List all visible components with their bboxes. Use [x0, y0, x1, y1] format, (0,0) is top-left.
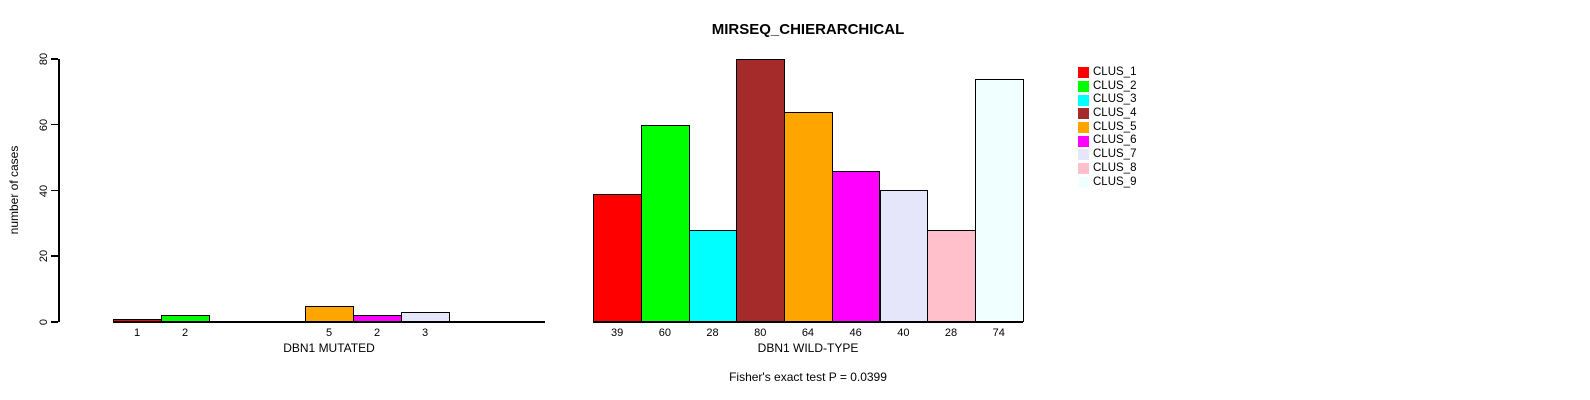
bar-clus_9 [974, 79, 1024, 322]
bar-value-label: 5 [325, 327, 333, 339]
bar-value-label: 74 [992, 327, 1005, 339]
y-tick-label: 60 [38, 118, 50, 131]
legend-swatch-clus_7 [1078, 149, 1089, 161]
bar-clus_1 [113, 319, 162, 322]
legend-label: CLUS_4 [1093, 107, 1137, 120]
bar-clus_2 [641, 125, 690, 322]
legend-swatch-clus_3 [1078, 94, 1089, 106]
y-axis-line [58, 59, 60, 322]
bar-value-label: 39 [611, 327, 624, 339]
legend-label: CLUS_2 [1093, 79, 1137, 92]
legend-row: CLUS_9 [1078, 176, 1136, 190]
chart-title: MIRSEQ_CHIERARCHICAL [711, 21, 905, 38]
legend-swatch-clus_8 [1078, 163, 1089, 175]
bar-value-label: 64 [801, 327, 815, 339]
bar-value-label: 80 [754, 327, 767, 339]
y-tick-mark [51, 58, 58, 60]
bar-value-label: 3 [421, 327, 429, 339]
bar-value-label: 1 [133, 327, 141, 339]
bar-clus_6 [353, 315, 402, 322]
bar-clus_4 [736, 59, 786, 322]
legend-row: CLUS_4 [1078, 107, 1136, 121]
bar-clus_6 [831, 171, 881, 322]
bar-clus_8 [927, 230, 976, 322]
legend-label: CLUS_3 [1093, 93, 1137, 106]
legend-row: CLUS_5 [1078, 121, 1136, 135]
legend-label: CLUS_7 [1093, 148, 1137, 161]
legend-row: CLUS_1 [1078, 66, 1136, 80]
bar-clus_3 [688, 230, 738, 322]
y-tick-label: 0 [38, 318, 50, 326]
bar-value-label: 2 [373, 327, 381, 339]
bar-clus_5 [784, 112, 833, 322]
y-tick-label: 40 [38, 184, 50, 197]
bar-clus_1 [593, 194, 642, 322]
bar-value-label: 60 [658, 327, 671, 339]
y-tick-label: 80 [38, 52, 50, 66]
y-tick-mark [51, 321, 58, 323]
x-axis-title-mutated: DBN1 MUTATED [283, 341, 375, 355]
y-tick-mark [51, 255, 58, 257]
legend-row: CLUS_8 [1078, 162, 1136, 176]
y-tick-label: 20 [38, 250, 50, 263]
bar-value-label: 28 [706, 327, 719, 339]
legend-row: CLUS_2 [1078, 80, 1136, 94]
legend-swatch-clus_6 [1078, 135, 1089, 147]
y-axis-title: number of cases [7, 145, 21, 235]
bar-clus_7 [879, 190, 929, 322]
legend: CLUS_1 CLUS_2 CLUS_3 CLUS_4 CLUS_5 CLUS_6 CLUS… [1078, 66, 1136, 189]
legend-swatch-clus_2 [1078, 81, 1089, 93]
bar-clus_5 [305, 306, 354, 322]
y-tick-mark [51, 189, 58, 191]
legend-label: CLUS_5 [1093, 120, 1137, 133]
bar-value-label: 40 [897, 327, 910, 339]
x-axis-title-wildtype: DBN1 WILD-TYPE [757, 341, 859, 355]
legend-swatch-clus_5 [1078, 122, 1089, 134]
legend-label: CLUS_8 [1093, 161, 1137, 174]
legend-row: CLUS_3 [1078, 93, 1136, 107]
fisher-test-note: Fisher's exact test P = 0.0399 [729, 370, 887, 384]
legend-row: CLUS_7 [1078, 148, 1136, 162]
y-tick-mark [51, 123, 58, 126]
legend-row: CLUS_6 [1078, 134, 1136, 148]
bar-value-label: 2 [181, 327, 189, 339]
legend-label: CLUS_6 [1093, 134, 1137, 147]
bar-clus_2 [161, 315, 210, 322]
legend-swatch-clus_9 [1078, 176, 1089, 188]
legend-swatch-clus_1 [1078, 67, 1089, 79]
bar-value-label: 46 [849, 327, 862, 339]
legend-swatch-clus_4 [1078, 108, 1089, 120]
bar-clus_7 [401, 312, 450, 322]
legend-label: CLUS_1 [1093, 66, 1137, 78]
legend-label: CLUS_9 [1093, 175, 1137, 188]
bar-value-label: 28 [944, 327, 958, 339]
